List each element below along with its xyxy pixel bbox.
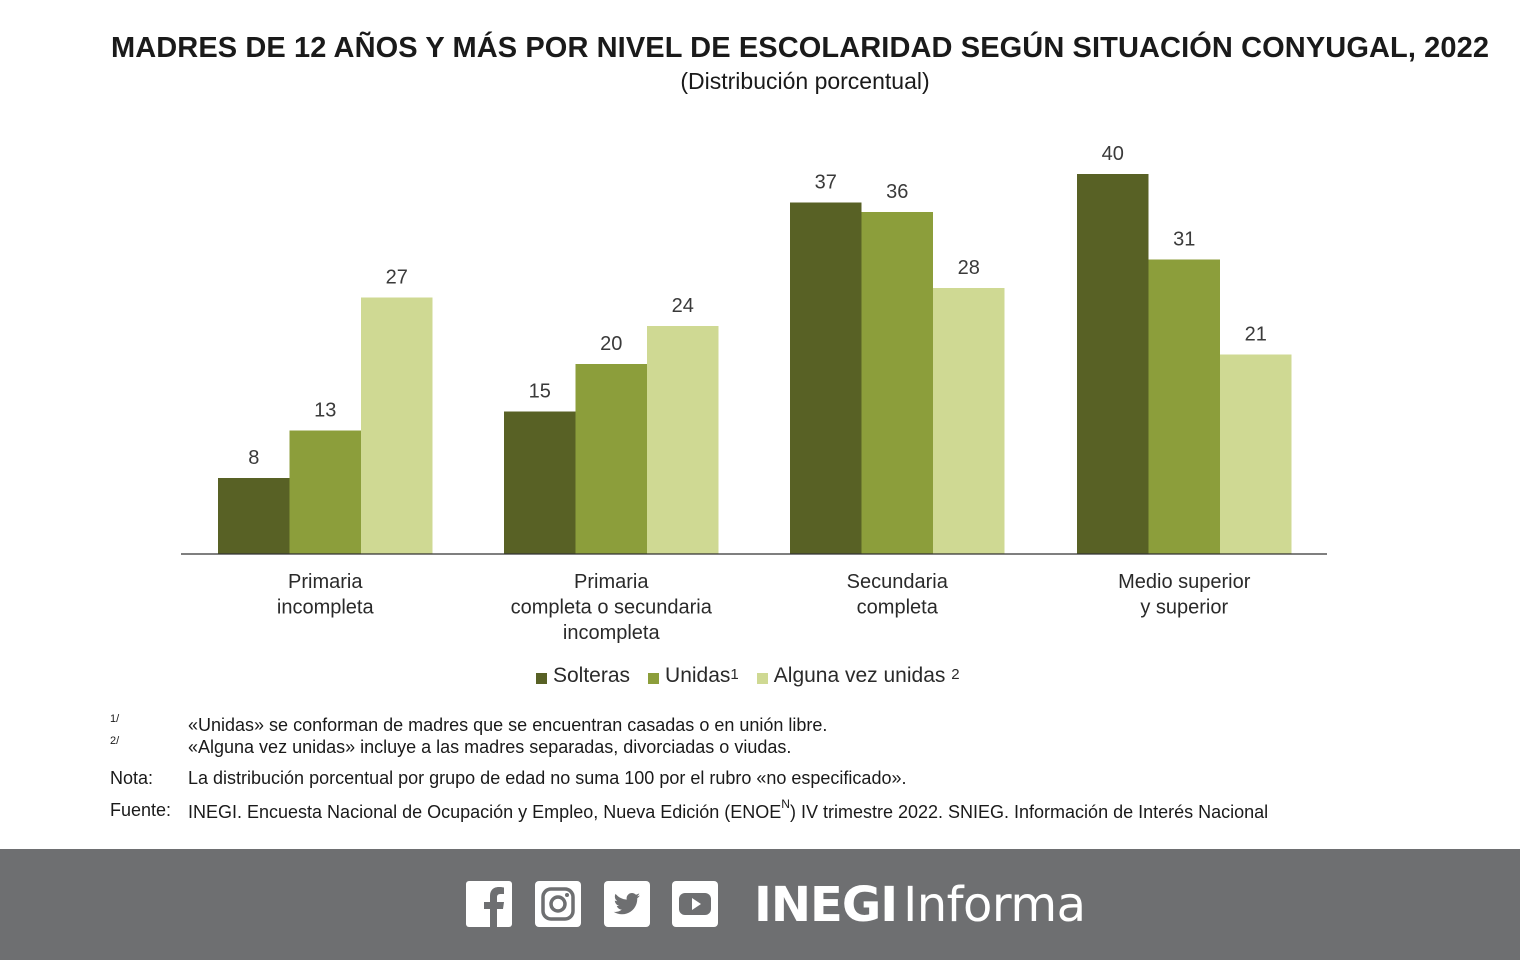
bar-alguna-vez-unidas-3: [933, 288, 1005, 554]
legend-item-solteras: Solteras: [536, 664, 630, 688]
category-label-4-line-2: y superior: [1140, 597, 1228, 619]
facebook-icon[interactable]: [466, 881, 512, 927]
value-label-unidas-2: 20: [600, 333, 622, 355]
bars-layer: [218, 174, 1292, 554]
source-sup: N: [781, 797, 790, 811]
brand-bold: INEGI: [754, 877, 898, 933]
bar-unidas-1: [289, 430, 361, 554]
legend-swatch-unidas: [648, 672, 660, 684]
value-label-alguna-vez-unidas-3: 28: [958, 257, 980, 279]
category-label-4-line-1: Medio superior: [1118, 571, 1251, 593]
bar-solteras-2: [504, 411, 576, 554]
category-label-1-line-1: Primaria: [288, 571, 363, 593]
category-label-2-line-2: completa o secundaria: [511, 597, 713, 619]
youtube-icon[interactable]: [672, 881, 718, 927]
bar-alguna-vez-unidas-4: [1220, 354, 1292, 554]
bar-solteras-3: [790, 202, 862, 554]
value-label-alguna-vez-unidas-1: 27: [386, 267, 408, 289]
category-label-2-line-1: Primaria: [574, 571, 649, 593]
legend-item-unidas: Unidas 1: [648, 664, 739, 688]
inegi-informa-logo: INEGI Informa: [754, 877, 1086, 933]
footnote-1-text: «Unidas» se conforman de madres que se e…: [188, 715, 828, 735]
note-label: Nota:: [110, 768, 154, 788]
value-labels-layer: 8 15 37 40 13 20 36 31 27 24 28 21: [248, 143, 1267, 469]
source-label: Fuente:: [110, 800, 172, 820]
category-labels-layer: Primaria incompleta Primaria completa o sec…: [277, 571, 1251, 644]
note-text: La distribución porcentual por grupo de …: [188, 768, 907, 788]
bar-alguna-vez-unidas-1: [361, 297, 433, 554]
chart-subtitle: (Distribución porcentual): [680, 68, 930, 94]
bar-chart: 8 15 37 40 13 20 36 31 27 24 28 21 Primaria incomple…: [181, 143, 1327, 644]
value-label-solteras-2: 15: [529, 381, 551, 403]
value-label-unidas-1: 13: [314, 400, 336, 422]
legend-sup-unidas: 1: [730, 665, 739, 683]
value-label-alguna-vez-unidas-4: 21: [1245, 324, 1267, 346]
legend-label-solteras: Solteras: [553, 664, 631, 687]
category-label-3-line-1: Secundaria: [847, 571, 949, 593]
value-label-solteras-3: 37: [815, 172, 837, 194]
bar-unidas-3: [861, 212, 933, 554]
bar-solteras-1: [218, 478, 290, 554]
value-label-solteras-1: 8: [248, 447, 259, 469]
bar-unidas-4: [1148, 259, 1220, 554]
chart-title: MADRES DE 12 AÑOS Y MÁS POR NIVEL DE ESC…: [110, 32, 1490, 64]
bar-alguna-vez-unidas-2: [647, 326, 719, 554]
legend: Solteras Unidas 1 Alguna vez unidas 2: [536, 664, 978, 688]
legend-label-unidas: Unidas: [665, 664, 731, 687]
value-label-alguna-vez-unidas-2: 24: [672, 295, 694, 317]
source-text-main: INEGI. Encuesta Nacional de Ocupación y …: [188, 802, 782, 822]
value-label-unidas-4: 31: [1173, 229, 1195, 251]
instagram-icon[interactable]: [535, 881, 581, 927]
value-label-solteras-4: 40: [1102, 143, 1124, 165]
footer-bar: INEGI Informa: [0, 849, 1520, 960]
bar-solteras-4: [1077, 174, 1149, 554]
value-label-unidas-3: 36: [886, 181, 908, 203]
category-label-3-line-2: completa: [857, 597, 939, 619]
footnote-2-text: «Alguna vez unidas» incluye a las madres…: [188, 737, 792, 757]
legend-label-alguna-vez-unidas: Alguna vez unidas: [773, 664, 952, 687]
brand-light: Informa: [903, 877, 1086, 933]
footnote-2-mark: 2/: [110, 735, 120, 747]
legend-swatch-solteras: [536, 672, 547, 684]
category-label-1-line-2: incompleta: [277, 597, 375, 619]
source-text-after: ) IV trimestre 2022. SNIEG. Información …: [789, 802, 1269, 822]
legend-swatch-alguna-vez-unidas: [756, 672, 768, 684]
legend-sup-alguna-vez-unidas: 2: [951, 665, 960, 683]
footnote-1-mark: 1/: [110, 713, 120, 725]
source-text: INEGI. Encuesta Nacional de Ocupación y …: [188, 797, 1269, 823]
bar-unidas-2: [575, 364, 647, 554]
category-label-2-line-3: incompleta: [563, 622, 661, 644]
twitter-icon[interactable]: [604, 881, 650, 927]
legend-item-alguna-vez-unidas: Alguna vez unidas 2: [756, 664, 960, 688]
